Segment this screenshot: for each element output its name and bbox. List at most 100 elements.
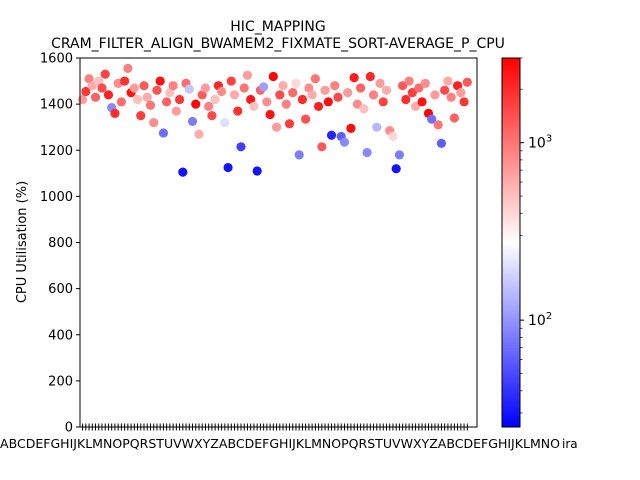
scatter-point-94 xyxy=(378,97,388,107)
scatter-point-80 xyxy=(333,92,343,102)
scatter-point-47 xyxy=(226,76,236,86)
scatter-point-89 xyxy=(362,147,372,158)
y-tick-label-800: 800 xyxy=(48,236,73,251)
scatter-point-82 xyxy=(339,137,350,147)
scatter-point-120 xyxy=(462,77,472,87)
scatter-point-99 xyxy=(394,150,405,160)
y-tick-label-1400: 1400 xyxy=(40,98,73,113)
scatter-point-26 xyxy=(158,128,169,138)
chart-subtitle: CRAM_FILTER_ALIGN_BWAMEM2_FIXMATE_SORT-A… xyxy=(51,36,505,52)
scatter-point-45 xyxy=(220,117,230,128)
scatter-point-77 xyxy=(323,97,333,107)
scatter-point-68 xyxy=(294,150,304,160)
scatter-point-18 xyxy=(132,94,143,105)
scatter-point-22 xyxy=(145,100,156,110)
colorbar xyxy=(501,57,521,428)
colorbar-tick-label-1000: 103 xyxy=(528,134,552,152)
scatter-point-42 xyxy=(210,94,220,105)
scatter-point-17 xyxy=(129,83,139,93)
scatter-point-79 xyxy=(330,81,340,91)
scatter-point-114 xyxy=(443,76,453,86)
scatter-point-27 xyxy=(162,97,172,107)
colorbar-tick-layer: 102 103 xyxy=(520,57,552,414)
scatter-point-20 xyxy=(139,81,149,91)
scatter-point-95 xyxy=(381,85,392,95)
scatter-point-2 xyxy=(81,86,91,97)
scatter-point-54 xyxy=(249,101,259,112)
y-tick-label-200: 200 xyxy=(48,374,73,389)
scatter-point-71 xyxy=(304,83,314,93)
scatter-point-58 xyxy=(262,97,272,107)
scatter-point-37 xyxy=(194,129,204,139)
y-tick-label-600: 600 xyxy=(48,282,73,297)
chart-title: HIC_MAPPING xyxy=(230,19,325,35)
scatter-point-116 xyxy=(449,113,459,123)
points-layer xyxy=(77,63,472,177)
scatter-point-104 xyxy=(410,101,421,112)
scatter-point-36 xyxy=(191,99,201,109)
scatter-point-4 xyxy=(87,81,97,91)
scatter-point-69 xyxy=(297,94,308,105)
scatter-point-59 xyxy=(265,109,275,120)
scatter-point-32 xyxy=(178,167,188,177)
scatter-point-24 xyxy=(152,85,162,95)
scatter-point-5 xyxy=(90,92,101,102)
scatter-point-66 xyxy=(288,87,298,98)
scatter-point-7 xyxy=(97,83,107,93)
y-tick-label-0: 0 xyxy=(65,421,73,436)
scatter-point-41 xyxy=(207,111,217,121)
scatter-point-101 xyxy=(401,94,411,105)
colorbar-tick-label-100: 102 xyxy=(528,311,552,329)
scatter-point-75 xyxy=(317,142,327,152)
scatter-point-86 xyxy=(352,99,362,109)
scatter-point-28 xyxy=(165,87,175,98)
scatter-point-72 xyxy=(307,90,317,100)
scatter-point-52 xyxy=(242,70,253,80)
scatter-point-78 xyxy=(326,130,337,140)
scatter-point-90 xyxy=(365,71,375,82)
y-tick-label-400: 400 xyxy=(48,328,73,343)
scatter-point-40 xyxy=(204,101,214,112)
scatter-point-112 xyxy=(436,138,447,148)
scatter-point-98 xyxy=(391,164,401,174)
scatter-point-67 xyxy=(291,78,301,88)
scatter-point-93 xyxy=(375,78,385,88)
y-tick-label-1000: 1000 xyxy=(40,190,73,205)
scatter-point-91 xyxy=(368,90,379,100)
scatter-point-113 xyxy=(440,85,450,95)
scatter-point-102 xyxy=(404,76,414,86)
y-tick-label-1600: 1600 xyxy=(40,52,73,67)
scatter-point-87 xyxy=(356,83,366,93)
scatter-point-119 xyxy=(459,97,469,107)
scatter-point-21 xyxy=(142,92,152,102)
scatter-point-25 xyxy=(155,76,165,86)
scatter-point-9 xyxy=(103,90,114,100)
scatter-point-115 xyxy=(446,92,456,102)
x-tick-label-overlap: ABCDEFGHIJKLMNOPQRSTUVWXYZABCDEFGHIJKLMN… xyxy=(0,437,560,451)
scatter-point-3 xyxy=(84,74,94,84)
scatter-point-100 xyxy=(398,81,408,91)
x-tick-label-tail: ira xyxy=(562,437,578,451)
scatter-point-109 xyxy=(427,114,437,124)
y-tick-layer: 0 200 400 600 800 1000 1200 1400 1600 xyxy=(40,52,80,436)
scatter-point-35 xyxy=(187,116,198,127)
scatter-point-23 xyxy=(149,117,159,128)
scatter-point-73 xyxy=(310,74,320,84)
scatter-point-70 xyxy=(301,114,311,124)
scatter-point-1 xyxy=(77,94,88,105)
scatter-point-31 xyxy=(174,94,185,105)
scatter-point-63 xyxy=(278,81,288,91)
scatter-point-51 xyxy=(239,83,249,93)
scatter-point-105 xyxy=(414,83,424,93)
scatter-point-19 xyxy=(136,111,146,121)
scatter-point-88 xyxy=(359,104,369,114)
scatter-point-117 xyxy=(453,81,463,91)
scatter-point-62 xyxy=(275,90,285,100)
scatter-point-60 xyxy=(268,71,278,82)
scatter-point-6 xyxy=(94,76,104,86)
scatter-point-110 xyxy=(430,90,440,100)
y-axis-label: CPU Utilisation (%) xyxy=(15,181,30,303)
scatter-point-13 xyxy=(116,97,126,107)
scatter-point-106 xyxy=(417,97,427,107)
